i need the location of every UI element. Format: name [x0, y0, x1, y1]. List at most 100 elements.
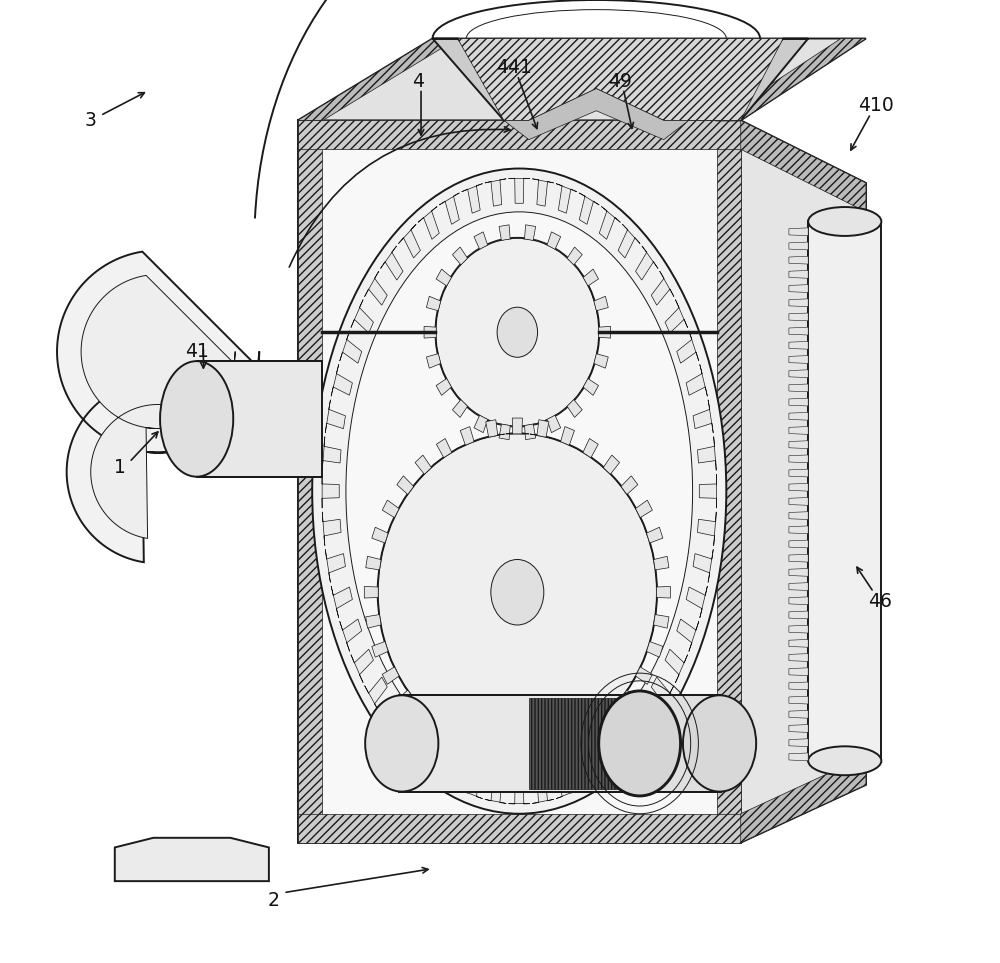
Polygon shape — [81, 275, 235, 538]
Polygon shape — [693, 400, 713, 432]
Polygon shape — [366, 552, 382, 578]
Polygon shape — [686, 586, 707, 618]
Ellipse shape — [808, 746, 881, 775]
Text: 441: 441 — [497, 58, 532, 77]
Polygon shape — [789, 441, 808, 449]
Polygon shape — [640, 695, 721, 792]
Polygon shape — [482, 746, 505, 765]
Polygon shape — [789, 739, 808, 746]
Polygon shape — [436, 722, 458, 746]
Polygon shape — [365, 677, 387, 711]
Polygon shape — [530, 746, 553, 765]
Polygon shape — [789, 682, 808, 690]
Polygon shape — [789, 398, 808, 406]
Polygon shape — [452, 395, 473, 417]
Polygon shape — [592, 294, 608, 319]
Polygon shape — [789, 327, 808, 335]
Polygon shape — [789, 696, 808, 704]
Polygon shape — [197, 361, 322, 477]
Polygon shape — [618, 224, 640, 258]
Polygon shape — [636, 702, 658, 737]
Polygon shape — [789, 285, 808, 293]
Polygon shape — [656, 579, 670, 606]
Polygon shape — [530, 420, 553, 438]
Ellipse shape — [497, 307, 538, 357]
Polygon shape — [485, 179, 506, 206]
Polygon shape — [598, 455, 620, 480]
Polygon shape — [699, 474, 717, 508]
Polygon shape — [579, 193, 599, 224]
Polygon shape — [381, 246, 403, 280]
Polygon shape — [462, 184, 483, 213]
Polygon shape — [598, 705, 620, 729]
Polygon shape — [789, 483, 808, 491]
Polygon shape — [741, 120, 866, 843]
Polygon shape — [693, 550, 713, 583]
Polygon shape — [618, 724, 640, 758]
Polygon shape — [592, 346, 608, 371]
Polygon shape — [599, 206, 620, 240]
Ellipse shape — [160, 361, 233, 477]
Polygon shape — [439, 193, 459, 224]
Polygon shape — [529, 698, 635, 789]
Polygon shape — [789, 299, 808, 306]
Polygon shape — [789, 384, 808, 392]
Polygon shape — [789, 498, 808, 506]
Polygon shape — [677, 619, 699, 651]
Polygon shape — [716, 39, 808, 120]
Polygon shape — [598, 320, 611, 345]
Polygon shape — [554, 427, 576, 448]
Ellipse shape — [378, 433, 657, 751]
Polygon shape — [789, 342, 808, 350]
Polygon shape — [495, 423, 517, 440]
Polygon shape — [415, 455, 437, 480]
Polygon shape — [789, 597, 808, 605]
Polygon shape — [789, 540, 808, 548]
Polygon shape — [495, 224, 517, 242]
Polygon shape — [322, 512, 341, 546]
Polygon shape — [532, 776, 554, 803]
Polygon shape — [717, 120, 741, 843]
Polygon shape — [473, 412, 494, 432]
Polygon shape — [418, 206, 439, 240]
Polygon shape — [562, 395, 582, 417]
Polygon shape — [789, 469, 808, 477]
Polygon shape — [644, 526, 663, 551]
Polygon shape — [532, 179, 554, 206]
Polygon shape — [397, 684, 418, 709]
Polygon shape — [436, 372, 455, 396]
Polygon shape — [652, 552, 669, 578]
Polygon shape — [331, 364, 352, 396]
Polygon shape — [331, 586, 352, 618]
Polygon shape — [459, 427, 481, 448]
Ellipse shape — [808, 207, 881, 236]
Polygon shape — [366, 607, 382, 633]
Text: 49: 49 — [608, 72, 632, 91]
Polygon shape — [381, 702, 403, 737]
Polygon shape — [415, 705, 437, 729]
Polygon shape — [789, 625, 808, 633]
Polygon shape — [686, 364, 707, 396]
Polygon shape — [789, 511, 808, 519]
Polygon shape — [372, 526, 391, 551]
Polygon shape — [789, 228, 808, 236]
Polygon shape — [364, 579, 378, 606]
Polygon shape — [298, 39, 458, 120]
Polygon shape — [322, 436, 341, 470]
Polygon shape — [665, 649, 688, 683]
Polygon shape — [436, 269, 455, 293]
Polygon shape — [789, 355, 808, 363]
Polygon shape — [808, 221, 881, 761]
Polygon shape — [697, 512, 716, 546]
Polygon shape — [556, 184, 577, 213]
Polygon shape — [433, 39, 529, 120]
Polygon shape — [636, 246, 658, 280]
Polygon shape — [351, 649, 373, 683]
Polygon shape — [554, 737, 576, 758]
Polygon shape — [372, 634, 391, 659]
Polygon shape — [509, 779, 530, 804]
Polygon shape — [485, 776, 506, 803]
Polygon shape — [789, 724, 808, 733]
Polygon shape — [579, 372, 599, 396]
Polygon shape — [741, 120, 866, 212]
